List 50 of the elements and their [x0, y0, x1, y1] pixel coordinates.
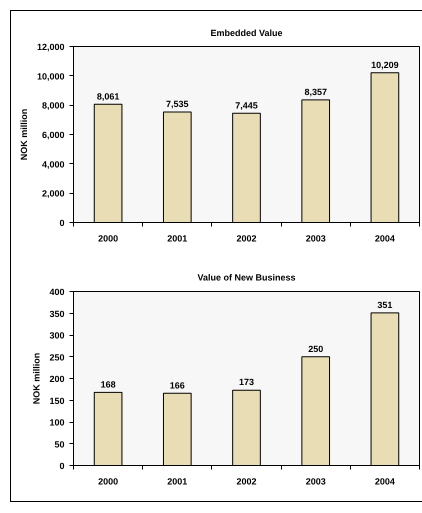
y-tick-label: 100 — [49, 418, 65, 428]
bar — [370, 72, 400, 222]
bar — [301, 356, 330, 466]
data-label: 351 — [377, 300, 392, 310]
y-tick-label: 10,000 — [36, 71, 65, 82]
x-tick-label: 2001 — [167, 476, 188, 486]
y-tick-label: 0 — [59, 218, 65, 228]
data-label: 8,357 — [304, 86, 327, 97]
chart-title: Embedded Value — [210, 28, 283, 38]
y-tick-label: 50 — [54, 439, 65, 450]
data-label: 8,061 — [96, 91, 120, 102]
y-tick-label: 6,000 — [42, 130, 65, 140]
x-tick-label: 2004 — [374, 476, 395, 486]
y-axis-title: NOK million — [31, 352, 42, 404]
data-label: 250 — [308, 344, 324, 354]
x-tick-label: 2002 — [236, 234, 257, 244]
y-tick-label: 200 — [49, 374, 65, 384]
x-tick-label: 2003 — [306, 476, 326, 486]
y-tick-label: 8,000 — [42, 100, 65, 111]
y-tick-label: 2,000 — [42, 188, 65, 199]
y-axis-title: NOK million — [18, 108, 29, 160]
x-tick-label: 2003 — [306, 234, 326, 244]
bar — [162, 392, 192, 466]
data-label: 168 — [100, 379, 116, 390]
bar — [94, 392, 122, 466]
x-tick-label: 2000 — [98, 234, 118, 244]
y-tick-label: 0 — [59, 461, 65, 471]
chart-title: Value of New Business — [197, 272, 296, 282]
bar — [232, 390, 261, 466]
y-tick-label: 150 — [49, 396, 65, 406]
bar — [94, 104, 122, 222]
y-tick-label: 12,000 — [36, 42, 65, 52]
x-tick-label: 2002 — [236, 476, 257, 486]
y-tick-label: 350 — [49, 308, 65, 319]
y-tick-label: 400 — [49, 287, 65, 297]
bar — [162, 111, 192, 222]
bar — [301, 99, 330, 222]
data-label: 7,535 — [166, 98, 189, 109]
data-label: 173 — [238, 377, 254, 388]
y-tick-label: 4,000 — [42, 159, 65, 170]
y-tick-label: 300 — [49, 330, 65, 340]
y-tick-label: 250 — [49, 352, 65, 362]
bar — [232, 112, 261, 222]
bar — [370, 312, 400, 466]
x-tick-label: 2001 — [167, 234, 188, 244]
data-label: 7,445 — [235, 100, 258, 110]
x-tick-label: 2000 — [98, 476, 118, 486]
data-label: 166 — [170, 380, 185, 390]
data-label: 10,209 — [371, 60, 399, 70]
x-tick-label: 2004 — [374, 234, 395, 244]
